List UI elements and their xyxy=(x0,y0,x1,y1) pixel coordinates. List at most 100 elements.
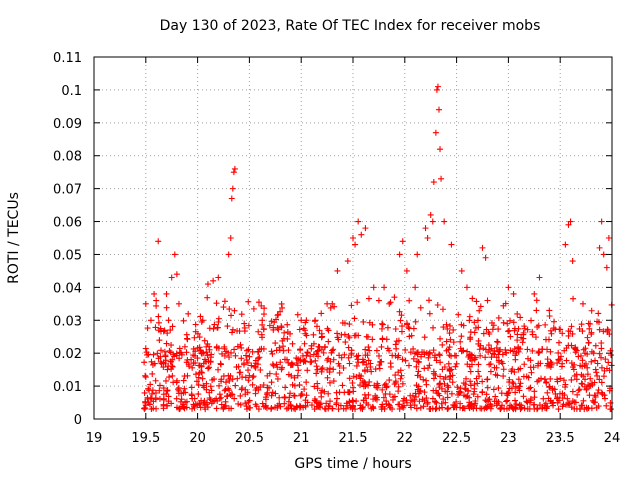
data-point xyxy=(379,386,386,393)
data-point xyxy=(239,374,246,381)
data-point xyxy=(217,360,224,367)
ticks-layer: 19 19.5 20 20.5 21 21.5 22 22.5 23 23.5 24 0 0.01 0.0… xyxy=(53,51,620,446)
data-point xyxy=(477,352,484,359)
data-point xyxy=(523,373,530,380)
data-point xyxy=(249,381,256,388)
data-point xyxy=(145,351,152,358)
data-point xyxy=(325,338,332,345)
data-point xyxy=(524,326,531,333)
data-point xyxy=(335,406,342,413)
data-point xyxy=(238,355,245,362)
data-point xyxy=(333,401,340,408)
data-point xyxy=(467,378,474,385)
data-point xyxy=(498,390,505,397)
data-point xyxy=(277,403,284,410)
data-point xyxy=(213,405,220,412)
data-point xyxy=(311,383,318,390)
data-point xyxy=(500,302,507,309)
data-point xyxy=(563,357,570,364)
data-point xyxy=(257,384,264,391)
data-point xyxy=(575,387,582,394)
data-point xyxy=(169,323,176,330)
data-point xyxy=(572,349,579,356)
data-point xyxy=(410,355,417,362)
data-point xyxy=(591,379,598,386)
data-point xyxy=(386,300,393,307)
data-point xyxy=(196,344,203,351)
data-point xyxy=(346,334,353,341)
data-point xyxy=(169,372,176,379)
data-point xyxy=(237,401,244,408)
data-point xyxy=(420,349,427,356)
data-point xyxy=(391,393,398,400)
data-point xyxy=(486,396,493,403)
data-point xyxy=(408,332,415,339)
data-point xyxy=(155,313,162,320)
data-point xyxy=(335,360,342,367)
data-point xyxy=(338,331,345,338)
data-point xyxy=(211,321,218,328)
data-point xyxy=(225,405,232,412)
data-point xyxy=(548,330,555,337)
data-point xyxy=(142,345,149,352)
data-point xyxy=(375,297,382,304)
data-point xyxy=(239,385,246,392)
data-point xyxy=(559,395,566,402)
data-point xyxy=(434,83,441,90)
data-point xyxy=(204,294,211,301)
data-point xyxy=(397,317,404,324)
data-point xyxy=(419,396,426,403)
data-point xyxy=(397,375,404,382)
data-point xyxy=(190,345,197,352)
data-point xyxy=(415,359,422,366)
data-point xyxy=(259,321,266,328)
data-point xyxy=(433,405,440,412)
data-point xyxy=(245,367,252,374)
data-point xyxy=(420,403,427,410)
data-point xyxy=(588,380,595,387)
data-point xyxy=(196,400,203,407)
data-point xyxy=(512,356,519,363)
data-point xyxy=(399,356,406,363)
data-point xyxy=(204,281,211,288)
data-point xyxy=(166,374,173,381)
data-point xyxy=(243,352,250,359)
data-point xyxy=(583,386,590,393)
data-point xyxy=(160,402,167,409)
data-point xyxy=(195,381,202,388)
data-point xyxy=(199,317,206,324)
data-point xyxy=(474,380,481,387)
data-point xyxy=(596,244,603,251)
data-point xyxy=(300,358,307,365)
data-point xyxy=(151,360,158,367)
data-point xyxy=(365,344,372,351)
data-point xyxy=(312,317,319,324)
data-point xyxy=(297,357,304,364)
data-point xyxy=(498,404,505,411)
data-point xyxy=(547,359,554,366)
data-point xyxy=(340,364,347,371)
data-point xyxy=(308,345,315,352)
data-point xyxy=(447,336,454,343)
data-point xyxy=(406,297,413,304)
data-point xyxy=(448,390,455,397)
data-point xyxy=(462,381,469,388)
data-point xyxy=(250,305,257,312)
data-point xyxy=(466,313,473,320)
data-point xyxy=(156,382,163,389)
data-point xyxy=(425,365,432,372)
data-point xyxy=(565,221,572,228)
data-point xyxy=(246,353,253,360)
data-point xyxy=(296,326,303,333)
data-point xyxy=(595,310,602,317)
data-point xyxy=(153,297,160,304)
data-point xyxy=(446,376,453,383)
data-point xyxy=(520,393,527,400)
data-point xyxy=(420,376,427,383)
data-point xyxy=(204,340,211,347)
data-point xyxy=(367,360,374,367)
data-point xyxy=(467,382,474,389)
data-point xyxy=(205,365,212,372)
data-point xyxy=(249,348,256,355)
